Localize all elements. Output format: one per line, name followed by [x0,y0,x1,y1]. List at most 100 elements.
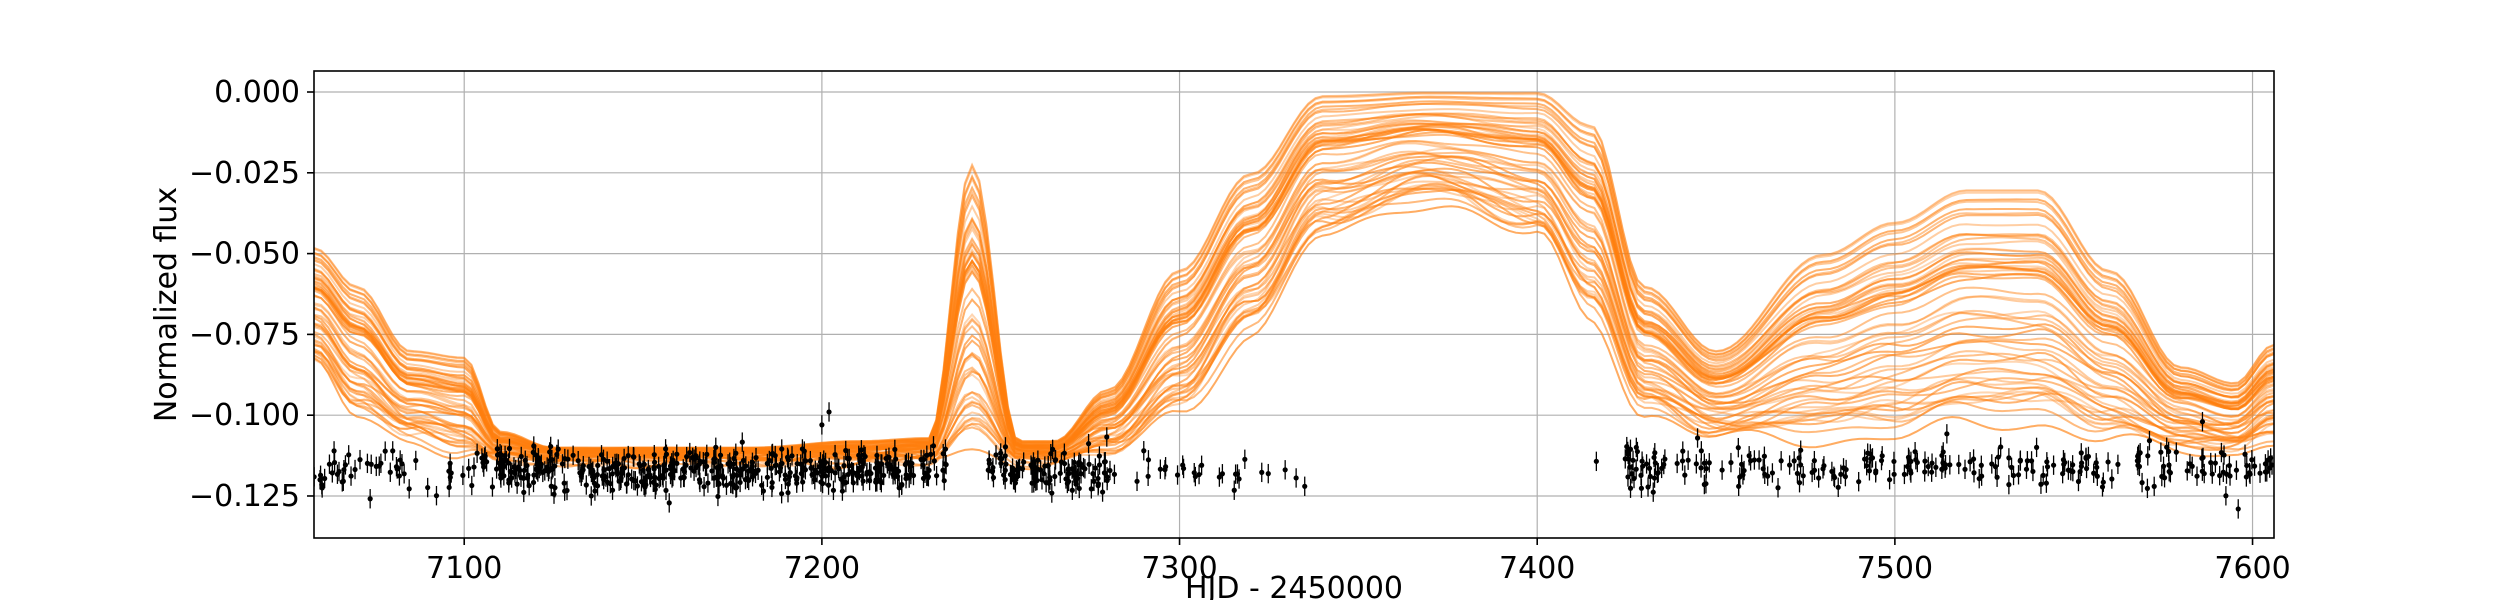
data-point [1038,467,1044,473]
data-point [1104,474,1110,480]
data-point [2023,466,2030,472]
data-point [368,461,374,467]
observation-point [1912,442,1918,462]
observation-point [2030,461,2036,482]
data-point [632,478,638,484]
observation-point [1765,466,1771,486]
data-point [2093,460,2099,466]
observation-point [693,445,699,466]
data-point [494,446,500,452]
data-point [2244,462,2250,469]
observation-point [881,465,887,486]
observation-point [2146,431,2153,451]
data-point [933,473,940,479]
model-curve [314,180,2274,467]
x-tick-label: 7500 [1857,551,1933,586]
observation-point [562,448,568,469]
observation-point [703,456,710,477]
data-point [2024,458,2030,464]
data-point [1728,459,1734,466]
data-point [489,484,496,490]
data-point [1835,484,1841,490]
observation-point [2044,457,2051,477]
observation-point [856,460,863,481]
data-point [1630,457,1636,463]
data-point [985,467,991,473]
observation-point [2151,476,2157,497]
observation-point [928,444,934,465]
observation-point [652,479,658,500]
observation-point [1761,446,1767,466]
observation-point [322,468,328,489]
data-point [1141,448,1147,454]
observation-point [931,451,937,471]
data-point [733,485,739,491]
observation-point [701,476,707,497]
data-point [1057,470,1063,476]
observation-point [474,443,480,463]
data-point [773,462,779,468]
model-curve [314,152,2274,460]
data-point [1840,465,1847,471]
observation-point [2075,471,2082,492]
observation-point [892,439,898,460]
observation-point [586,456,592,477]
data-point [2218,449,2225,456]
observation-point [524,455,530,476]
observation-point [1796,473,1803,493]
x-tick-label: 7300 [1141,551,1217,586]
data-point [595,462,601,469]
observation-point [835,458,842,478]
observation-point [1282,460,1288,480]
data-point [1078,471,1084,477]
observation-point [663,439,669,459]
observation-point [387,462,393,482]
model-curve [314,158,2274,462]
data-point [819,422,825,428]
data-point [1052,457,1058,464]
observation-point [2208,452,2214,473]
observation-point [1901,464,1908,485]
data-point [647,472,653,478]
observation-point [924,445,930,465]
data-point [1741,467,1747,474]
data-point [406,486,412,492]
data-point [1912,449,1918,455]
data-point [1048,451,1054,457]
data-point [843,447,849,454]
data-point [469,482,475,489]
data-point [1739,461,1745,467]
data-point [2212,460,2218,466]
data-point [1174,472,1181,478]
data-point [924,452,930,458]
observation-point [2265,450,2271,470]
observation-point [1995,447,2001,467]
observation-point [2050,455,2057,475]
data-point [1879,453,1885,459]
observation-point [1798,455,1804,475]
data-point [387,469,393,475]
data-point [319,482,325,488]
observation-point [731,454,737,474]
observation-point [823,458,829,479]
observation-point [319,475,325,495]
observation-point [909,453,915,474]
observation-point [684,446,690,467]
observation-point [348,466,354,486]
data-point [2109,476,2115,482]
observation-point [1651,468,1658,488]
observation-point [1107,460,1113,481]
data-point [331,448,337,454]
observation-point [773,455,779,475]
observation-point [2199,411,2206,432]
observation-point [447,453,453,474]
data-point [1809,469,1815,476]
data-point [940,467,946,473]
data-point [2010,472,2017,479]
data-point [2251,463,2258,469]
data-point [518,474,524,480]
x-axis-label: HJD - 2450000 [1185,571,1403,600]
data-point [1643,461,1650,467]
observation-point [1933,457,1939,477]
observation-point [484,452,490,472]
